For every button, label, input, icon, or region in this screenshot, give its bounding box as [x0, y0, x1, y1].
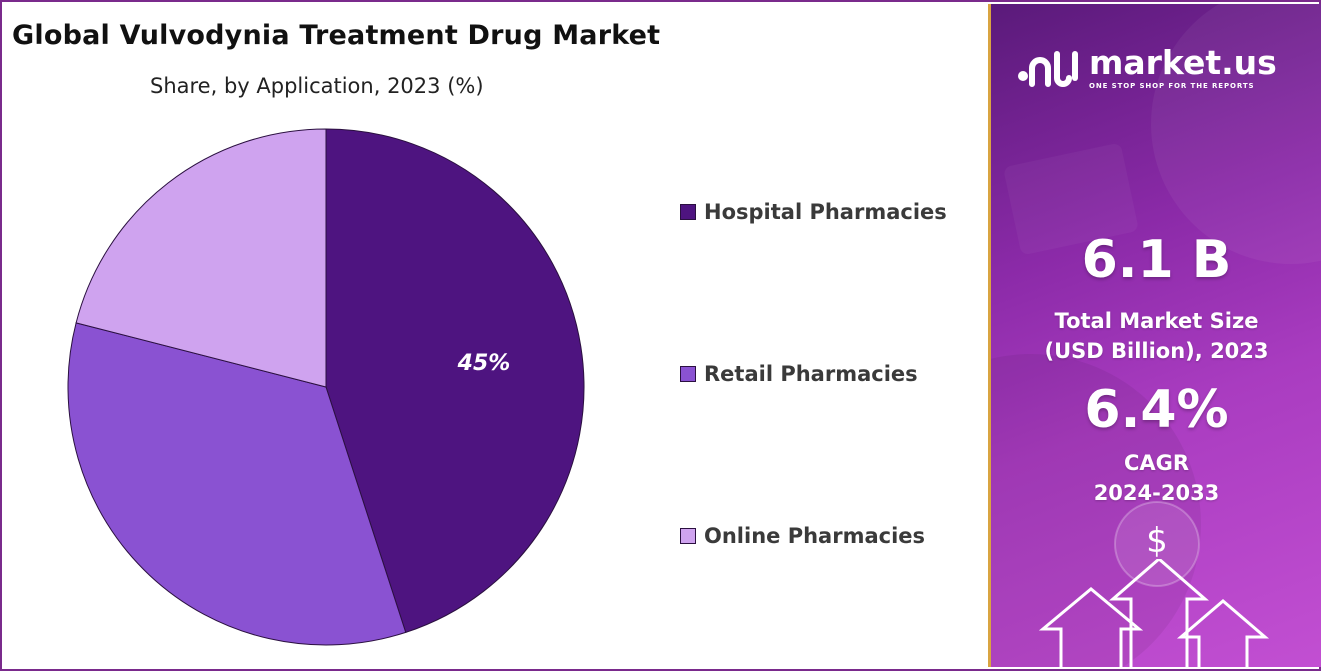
up-arrow-icon [1108, 559, 1210, 667]
legend-item-online: Online Pharmacies [680, 524, 925, 548]
pie-slice-retail [67, 322, 407, 646]
legend-label-retail: Retail Pharmacies [704, 362, 918, 386]
market-size-label-line2: (USD Billion), 2023 [1044, 339, 1269, 363]
cagr-label-line2: 2024-2033 [1093, 481, 1220, 505]
legend-label-hospital: Hospital Pharmacies [704, 200, 947, 224]
pie-label-hospital: 45% [457, 351, 511, 376]
legend-swatch-online [680, 528, 696, 544]
brand-block: market.us ONE STOP SHOP FOR THE REPORTS [1015, 44, 1277, 92]
cagr-value: 6.4% [1084, 380, 1229, 440]
brand-name: market.us [1089, 43, 1277, 82]
up-arrow-icon [1038, 587, 1144, 667]
panel-background-decoration [991, 4, 1321, 667]
pie-chart: 45% [67, 128, 585, 646]
chart-title: Global Vulvodynia Treatment Drug Market [12, 20, 661, 51]
chart-legend: Hospital Pharmacies Retail Pharmacies On… [680, 190, 980, 560]
chart-subtitle: Share, by Application, 2023 (%) [150, 74, 484, 98]
legend-label-online: Online Pharmacies [704, 524, 926, 548]
up-arrow-icon [1176, 599, 1270, 667]
market-summary-panel: market.us ONE STOP SHOP FOR THE REPORTS … [988, 4, 1321, 667]
market-us-logo-icon [1018, 51, 1078, 87]
legend-swatch-retail [680, 366, 696, 382]
brand-tagline: ONE STOP SHOP FOR THE REPORTS [1089, 82, 1255, 90]
legend-item-hospital: Hospital Pharmacies [680, 200, 947, 224]
market-size-label-line1: Total Market Size [1054, 309, 1259, 333]
pie-slice-online [75, 128, 327, 388]
dollar-icon: $ [1146, 521, 1168, 561]
market-size-value: 6.1 B [1081, 230, 1232, 290]
cagr-label-line1: CAGR [1123, 451, 1190, 475]
pie-slice-hospital [325, 128, 585, 634]
growth-arrows [1038, 559, 1270, 667]
legend-item-retail: Retail Pharmacies [680, 362, 918, 386]
legend-swatch-hospital [680, 204, 696, 220]
